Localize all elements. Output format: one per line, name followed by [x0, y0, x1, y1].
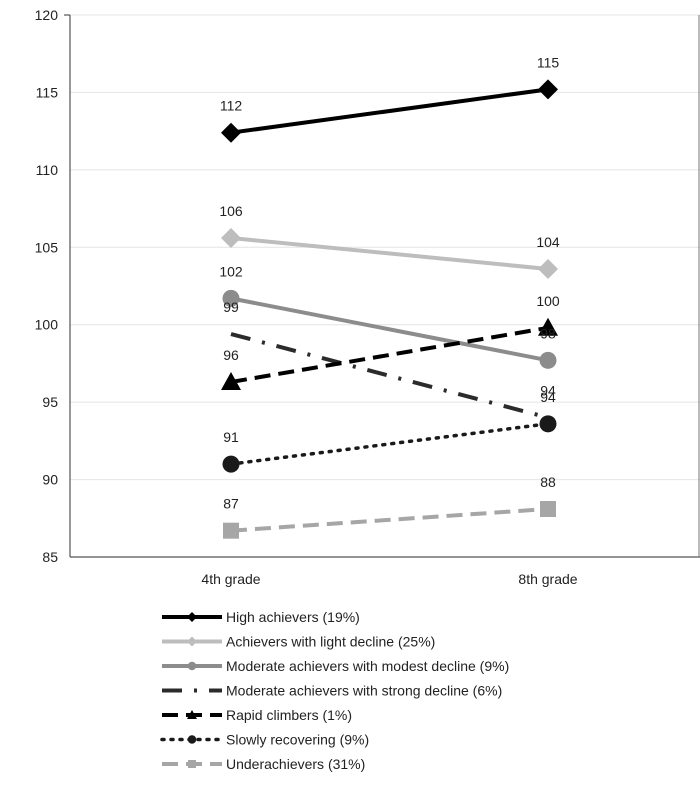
- y-tick-label: 105: [35, 239, 59, 255]
- circle-marker: [187, 735, 197, 744]
- series-line: [230, 296, 549, 363]
- triangle-marker: [187, 710, 197, 719]
- legend-label: Underachievers (31%): [226, 756, 365, 772]
- data-label: 115: [537, 54, 560, 70]
- diamond-marker: [538, 258, 558, 279]
- series-markers: [221, 79, 558, 539]
- series-line: [230, 236, 549, 271]
- series-line: [229, 422, 550, 466]
- data-label: 106: [219, 203, 243, 219]
- diamond-marker: [187, 636, 197, 647]
- y-tick-label: 85: [42, 549, 58, 565]
- data-labels: 112 115 106 104 102 98 99 94 96 100 91 94 87 88: [219, 54, 560, 511]
- data-label: 104: [536, 234, 560, 250]
- legend-label: Achievers with light decline (25%): [226, 634, 435, 650]
- legend-label: Moderate achievers with modest decline (…: [226, 658, 509, 674]
- legend-label: Moderate achievers with strong decline (…: [226, 683, 502, 699]
- series-line: [230, 87, 549, 135]
- series-lines: [229, 87, 550, 533]
- y-tick-label: 95: [42, 394, 58, 410]
- square-marker: [540, 500, 556, 517]
- circle-marker: [187, 661, 197, 671]
- diamond-marker: [221, 227, 241, 248]
- data-label: 94: [540, 383, 556, 399]
- square-marker: [188, 760, 196, 768]
- legend: High achievers (19%) Achievers with light…: [160, 609, 509, 772]
- data-label: 88: [540, 474, 556, 490]
- y-tick-label: 90: [42, 472, 58, 488]
- data-label: 94: [540, 389, 556, 405]
- data-label: 87: [223, 496, 239, 512]
- diamond-marker: [538, 79, 558, 100]
- square-marker: [223, 522, 239, 539]
- series-line: [230, 332, 549, 420]
- data-label: 112: [220, 98, 243, 114]
- y-tick-label: 100: [35, 317, 59, 333]
- circle-marker: [222, 289, 240, 307]
- triangle-marker: [221, 372, 241, 391]
- y-tick-label: 120: [35, 7, 59, 23]
- legend-label: High achievers (19%): [226, 609, 360, 625]
- y-tick-labels: 85 90 95 100 105 110 115 120: [35, 7, 59, 565]
- diamond-marker: [187, 612, 197, 622]
- series-line: [230, 506, 549, 533]
- x-tick-label: 8th grade: [518, 571, 577, 587]
- legend-label: Slowly recovering (9%): [226, 732, 369, 748]
- data-label: 102: [219, 263, 243, 279]
- circle-marker: [539, 415, 557, 433]
- axes: [64, 14, 700, 558]
- y-tick-label: 110: [36, 162, 59, 178]
- data-label: 100: [536, 293, 560, 309]
- series-line: [230, 325, 549, 384]
- data-label: 98: [540, 325, 556, 341]
- diamond-marker: [221, 122, 241, 143]
- data-label: 91: [223, 429, 239, 445]
- x-tick-label: 4th grade: [201, 571, 260, 587]
- data-label: 99: [223, 299, 239, 315]
- y-tick-label: 115: [36, 84, 59, 100]
- legend-label: Rapid climbers (1%): [226, 707, 352, 723]
- gridlines: [70, 14, 700, 481]
- x-tick-labels: 4th grade 8th grade: [201, 571, 577, 587]
- circle-marker: [539, 351, 557, 369]
- circle-marker: [222, 455, 240, 473]
- data-label: 96: [223, 347, 239, 363]
- triangle-marker: [538, 317, 558, 336]
